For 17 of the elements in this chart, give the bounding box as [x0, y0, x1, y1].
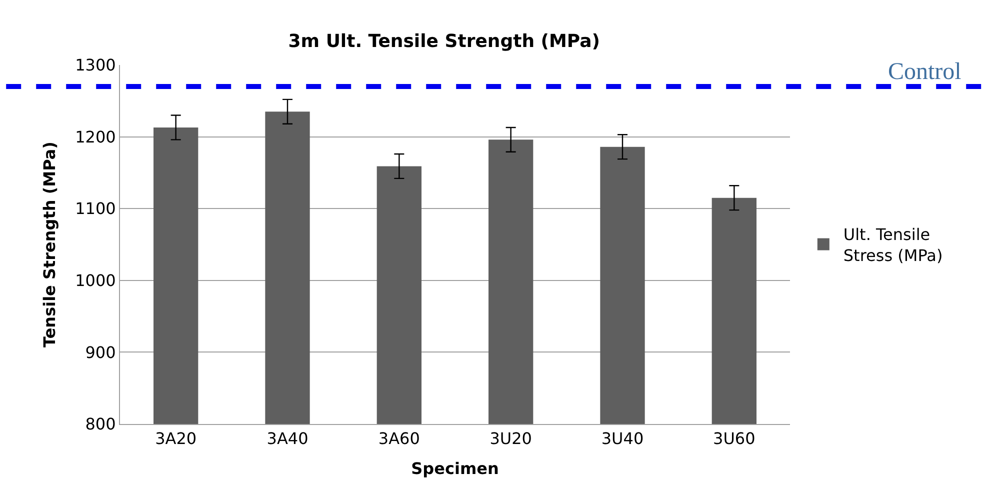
x-tick-label: 3A40: [266, 429, 308, 448]
x-tick-label: 3A20: [155, 429, 197, 448]
legend-label: Ult. Tensile Stress (MPa): [843, 225, 943, 265]
y-tick-label: 1100: [75, 199, 116, 218]
y-tick-label: 1200: [75, 127, 116, 146]
chart-title: 3m Ult. Tensile Strength (MPa): [288, 31, 600, 52]
y-tick-label: 1000: [75, 271, 116, 290]
x-tick-label: 3U20: [490, 429, 532, 448]
x-tick-label: 3U60: [713, 429, 756, 448]
y-tick-label: 900: [85, 342, 116, 362]
y-axis-title: Tensile Strength (MPa): [40, 142, 59, 348]
y-tick-label: 800: [85, 414, 116, 434]
x-axis-title: Specimen: [411, 458, 499, 478]
ref-line-label: Control: [888, 59, 962, 85]
x-tick-label: 3U40: [601, 429, 644, 448]
x-tick-label: 3A60: [378, 429, 420, 448]
y-tick-label: 1300: [75, 56, 116, 75]
